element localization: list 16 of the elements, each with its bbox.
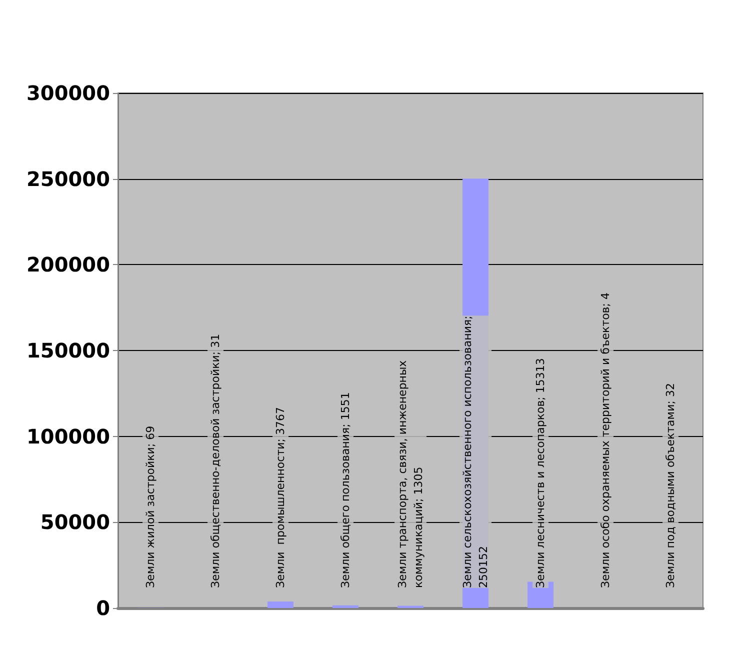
data-label: Земли промышленности; 3767 [274, 407, 287, 588]
y-tick-label: 50000 [40, 510, 110, 534]
y-tick-label: 0 [96, 596, 110, 620]
data-label: Земли транспорта, связи, инженерных коммуникаций; 1305 [396, 360, 425, 588]
y-tick-label: 300000 [26, 81, 110, 105]
data-label: Земли общего пользования; 1551 [339, 392, 352, 588]
y-tick-label: 100000 [26, 424, 110, 448]
y-tick-label: 200000 [26, 252, 110, 277]
y-tick-label: 250000 [26, 166, 110, 191]
data-label: Земли лесничеств и лесопарков; 15313 [534, 358, 547, 588]
y-tick-label: 150000 [26, 338, 110, 362]
data-label: Земли сельскохозяйственного использования; 250152 [461, 316, 490, 588]
data-label: Земли жилой застройки; 69 [144, 426, 157, 588]
data-label: Земли под водными объектами; 32 [664, 383, 677, 588]
data-label: Земли общественно-деловой застройки; 31 [209, 334, 222, 588]
data-label: Земли особо охраняемых территорий и бъектов; 4 [599, 292, 612, 588]
